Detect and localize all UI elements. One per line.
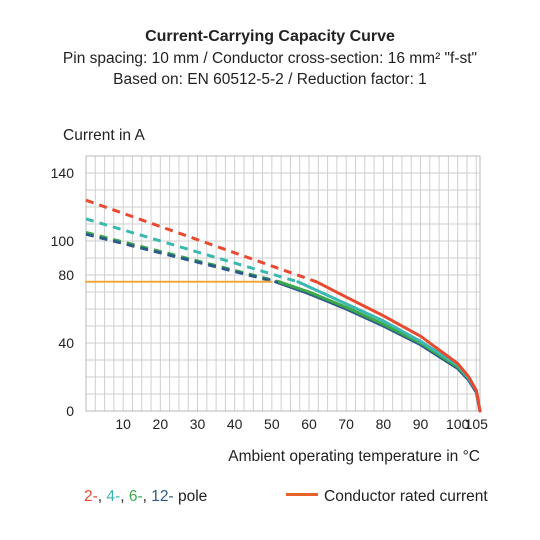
series-line-dashed-1	[85, 217, 299, 284]
chart-subtitle-2: Based on: EN 60512-5-2 / Reduction facto…	[113, 71, 427, 88]
series-line-dashed-0	[85, 198, 318, 284]
legend-pole-12: 12-	[151, 488, 174, 505]
y-tick-label: 40	[58, 335, 74, 351]
x-axis-label: Ambient operating temperature in °C	[228, 448, 480, 465]
plot-frame	[85, 155, 481, 412]
x-tick-label: 90	[413, 416, 429, 432]
y-tick-label: 80	[58, 267, 74, 283]
x-tick-label: 40	[227, 416, 243, 432]
chart-subtitle-1: Pin spacing: 10 mm / Conductor cross-sec…	[62, 50, 478, 67]
y-tick-label: 100	[51, 233, 75, 249]
y-tick-label: 0	[66, 403, 74, 419]
series-line-solid-0	[315, 280, 482, 413]
x-tick-label: 20	[153, 416, 169, 432]
legend-pole-6: 6-	[128, 488, 143, 505]
x-tick-label: 60	[301, 416, 317, 432]
x-tick-label: 10	[115, 416, 131, 432]
y-tick-label: 140	[51, 165, 75, 181]
legend-rated-swatch	[286, 493, 318, 497]
x-tick-label: 100	[446, 416, 470, 432]
legend-pole-suffix: pole	[177, 488, 208, 505]
legend-pole-2: 2-	[84, 488, 98, 505]
x-tick-label: 70	[338, 416, 354, 432]
legend-rated-current: Conductor rated current	[286, 488, 488, 506]
legend-rated-label: Conductor rated current	[324, 488, 488, 505]
legend-pole-4: 4-	[106, 488, 121, 505]
legend-pole: 2-, 4-, 6-, 12- pole	[84, 488, 208, 505]
x-tick-label: 105	[465, 416, 489, 432]
series-line-solid-3	[274, 280, 482, 413]
series-line-dashed-3	[85, 232, 276, 284]
x-tick-label: 30	[190, 416, 206, 432]
y-axis-label: Current in A	[63, 127, 145, 144]
x-tick-label: 80	[376, 416, 392, 432]
x-tick-label: 50	[264, 416, 280, 432]
chart-title: Current-Carrying Capacity Curve	[145, 28, 395, 45]
